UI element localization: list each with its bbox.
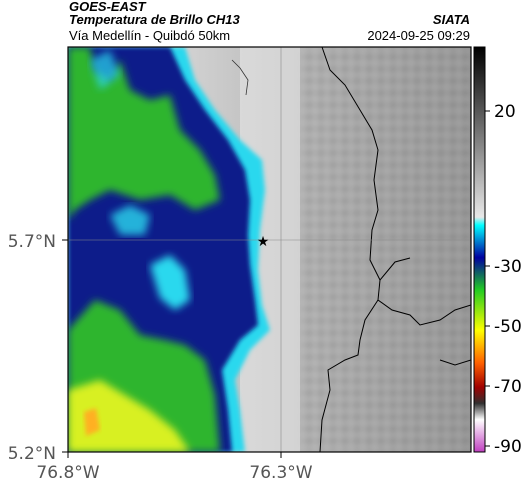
colorbar-tick-minus-70: -70 (494, 377, 522, 397)
colorbar-tick-minus-90: -90 (494, 437, 522, 457)
y-tick-label-5-7: 5.7°N (8, 232, 56, 252)
colorbar-tick-20: 20 (494, 102, 516, 122)
x-tick-label-76-3: 76.3°W (249, 463, 312, 483)
colorbar-tick-minus-50: -50 (494, 317, 522, 337)
colorbar: 20 -30 -50 -70 -90 (473, 46, 522, 457)
timestamp-label: 2024-09-25 09:29 (367, 28, 470, 43)
map-panel: ★ (68, 47, 471, 452)
map-frame (67, 46, 472, 453)
colorbar-gradient (473, 46, 486, 453)
region-subtitle: Vía Medellín - Quibdó 50km (69, 28, 231, 43)
satellite-name: GOES-EAST (69, 0, 146, 14)
product-title: Temperatura de Brillo CH13 (69, 12, 240, 27)
x-tick-label-76-8: 76.8°W (36, 463, 99, 483)
y-tick-label-5-2: 5.2°N (8, 444, 56, 464)
colorbar-tick-minus-30: -30 (494, 257, 522, 277)
location-marker-star: ★ (257, 233, 270, 249)
brand-label: SIATA (432, 12, 470, 27)
